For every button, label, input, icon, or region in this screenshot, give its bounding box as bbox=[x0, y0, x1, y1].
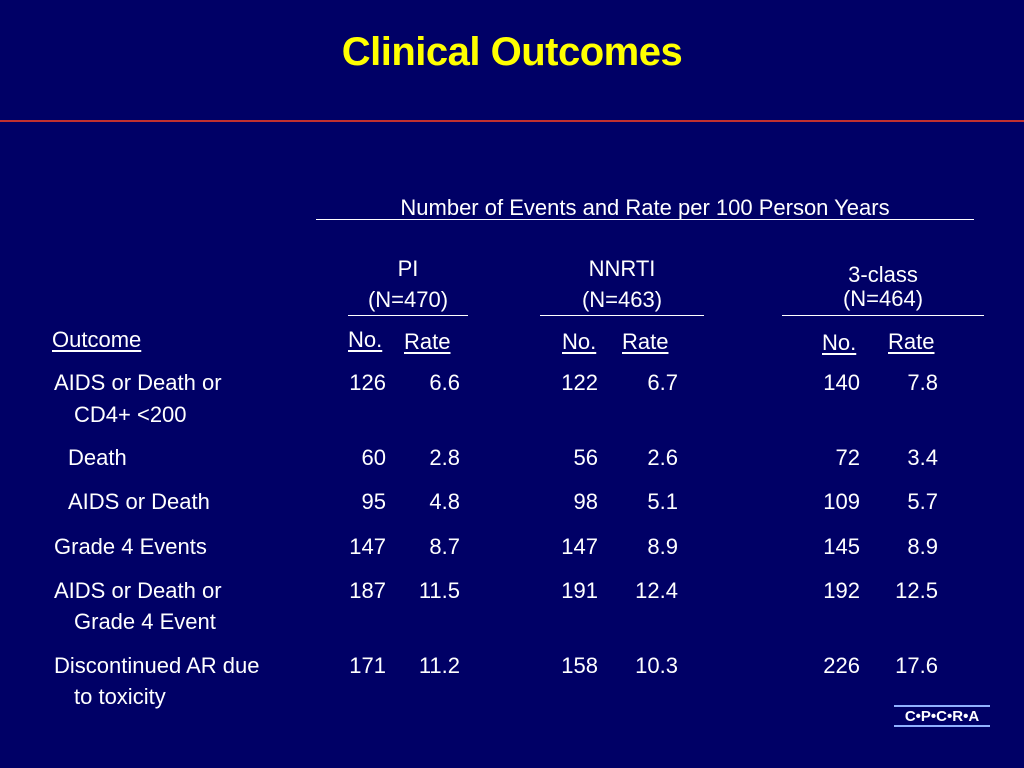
row2-label: Death bbox=[68, 445, 127, 470]
table-cell: 8.9 bbox=[647, 534, 678, 559]
table-cell: 2.6 bbox=[647, 445, 678, 470]
table-cell: 158 bbox=[561, 653, 598, 678]
super-header-underline bbox=[316, 219, 974, 220]
table-cell: 126 bbox=[349, 370, 386, 395]
table-cell: 8.7 bbox=[429, 534, 460, 559]
table-cell: 147 bbox=[561, 534, 598, 559]
super-header: Number of Events and Rate per 100 Person… bbox=[400, 195, 890, 220]
table-cell: 95 bbox=[361, 489, 386, 514]
group-pi-name: PI bbox=[397, 256, 419, 281]
table-cell: 192 bbox=[823, 578, 860, 603]
row5-label-line2: Grade 4 Event bbox=[74, 609, 216, 634]
row6-label-line1: Discontinued AR due bbox=[54, 653, 260, 678]
group-3class-n: (N=464) bbox=[842, 286, 924, 311]
group-3class-name: 3-class bbox=[848, 262, 918, 287]
group-pi-underline bbox=[348, 315, 468, 316]
table-cell: 122 bbox=[561, 370, 598, 395]
pi-no-header: No. bbox=[348, 327, 383, 352]
slide-title: Clinical Outcomes bbox=[341, 30, 683, 74]
cpcra-logo: C•P•C•R•A bbox=[894, 705, 990, 727]
table-cell: 56 bbox=[573, 445, 598, 470]
table-cell: 140 bbox=[823, 370, 860, 395]
row6-label-line2: to toxicity bbox=[74, 684, 166, 709]
group-nnrti-underline bbox=[540, 315, 704, 316]
table-cell: 226 bbox=[823, 653, 860, 678]
table-cell: 2.8 bbox=[429, 445, 460, 470]
group-3class-underline bbox=[782, 315, 984, 316]
table-cell: 11.2 bbox=[418, 653, 460, 678]
table-cell: 10.3 bbox=[635, 653, 678, 678]
table-cell: 4.8 bbox=[429, 489, 460, 514]
table-cell: 109 bbox=[823, 489, 860, 514]
table-cell: 147 bbox=[349, 534, 386, 559]
outcome-header: Outcome bbox=[52, 327, 142, 352]
row1-label-line1: AIDS or Death or bbox=[54, 370, 222, 395]
row5-label-line1: AIDS or Death or bbox=[54, 578, 222, 603]
table-cell: 145 bbox=[823, 534, 860, 559]
table-cell: 17.6 bbox=[895, 653, 938, 678]
table-cell: 187 bbox=[349, 578, 386, 603]
table-cell: 3.4 bbox=[907, 445, 938, 470]
3class-rate-header: Rate bbox=[888, 329, 935, 354]
table-cell: 191 bbox=[561, 578, 598, 603]
table-cell: 11.5 bbox=[418, 578, 460, 603]
title-divider bbox=[0, 120, 1024, 122]
table-cell: 5.7 bbox=[907, 489, 938, 514]
nnrti-no-header: No. bbox=[562, 329, 597, 354]
table-cell: 8.9 bbox=[907, 534, 938, 559]
table-cell: 171 bbox=[349, 653, 386, 678]
pi-rate-header: Rate bbox=[404, 329, 451, 354]
table-cell: 12.4 bbox=[635, 578, 678, 603]
table-cell: 12.5 bbox=[895, 578, 938, 603]
3class-no-header: No. bbox=[822, 330, 857, 355]
row3-label: AIDS or Death bbox=[68, 489, 210, 514]
row1-label-line2: CD4+ <200 bbox=[74, 402, 187, 427]
table-cell: 5.1 bbox=[647, 489, 678, 514]
table-cell: 7.8 bbox=[907, 370, 938, 395]
group-pi-n: (N=470) bbox=[367, 287, 449, 312]
group-nnrti-n: (N=463) bbox=[581, 287, 663, 312]
group-nnrti-name: NNRTI bbox=[588, 256, 656, 281]
table-cell: 98 bbox=[573, 489, 598, 514]
table-cell: 72 bbox=[835, 445, 860, 470]
row4-label: Grade 4 Events bbox=[54, 534, 207, 559]
nnrti-rate-header: Rate bbox=[622, 329, 669, 354]
table-cell: 6.6 bbox=[429, 370, 460, 395]
table-cell: 60 bbox=[361, 445, 386, 470]
table-cell: 6.7 bbox=[647, 370, 678, 395]
